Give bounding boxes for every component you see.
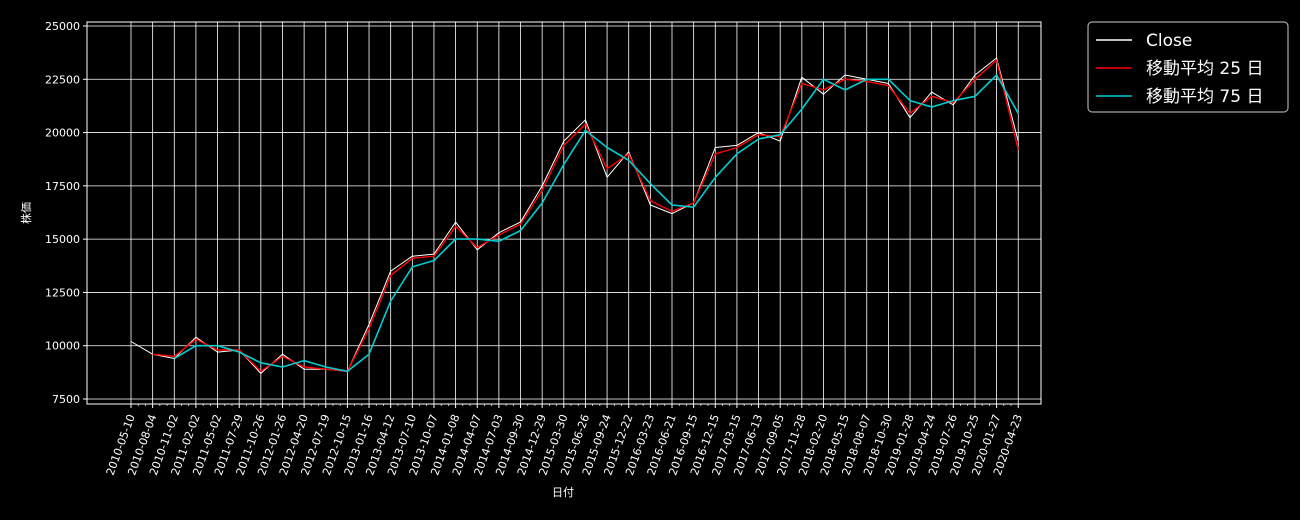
x-axis-label: 日付 — [552, 486, 574, 499]
y-tick-label: 7500 — [52, 393, 80, 406]
y-tick-label: 20000 — [45, 127, 80, 140]
series-line-2 — [173, 74, 1019, 373]
y-axis-label: 株価 — [19, 202, 33, 224]
x-axis: 2010-05-102010-08-042010-11-022011-02-02… — [104, 404, 1025, 477]
legend-label-ma75: 移動平均 75 日 — [1146, 87, 1263, 107]
legend-label-ma25: 移動平均 25 日 — [1146, 59, 1263, 79]
y-tick-label: 15000 — [45, 233, 80, 246]
legend-box — [1087, 21, 1289, 113]
legend-label-close: Close — [1146, 31, 1192, 51]
y-tick-label: 25000 — [45, 20, 80, 33]
legend: Close 移動平均 25 日 移動平均 75 日 — [1087, 21, 1289, 113]
series-layer — [130, 57, 1019, 374]
y-tick-label: 12500 — [45, 286, 80, 299]
y-tick-label: 22500 — [45, 73, 80, 86]
y-tick-label: 17500 — [45, 180, 80, 193]
y-tick-label: 10000 — [45, 340, 80, 353]
y-axis: 7500 10000 12500 15000 17500 20000 22500 25000 — [45, 20, 87, 406]
